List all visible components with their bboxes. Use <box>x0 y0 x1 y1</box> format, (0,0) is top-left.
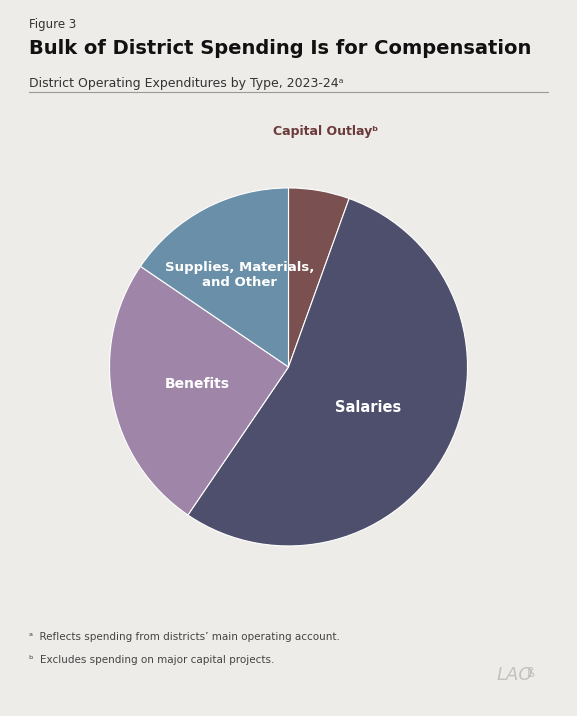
Text: Figure 3: Figure 3 <box>29 18 76 31</box>
Text: Salaries: Salaries <box>335 400 402 415</box>
Text: Benefits: Benefits <box>164 377 230 392</box>
Text: Bulk of District Spending Is for Compensation: Bulk of District Spending Is for Compens… <box>29 39 531 59</box>
Text: ᵃ  Reflects spending from districts’ main operating account.: ᵃ Reflects spending from districts’ main… <box>29 632 340 642</box>
Text: ß: ß <box>527 667 535 680</box>
Wedge shape <box>188 198 467 546</box>
Text: District Operating Expenditures by Type, 2023-24ᵃ: District Operating Expenditures by Type,… <box>29 77 343 90</box>
Text: Supplies, Materials,
and Other: Supplies, Materials, and Other <box>165 261 314 289</box>
Wedge shape <box>288 188 349 367</box>
Wedge shape <box>140 188 288 367</box>
Text: LAO: LAO <box>496 666 533 684</box>
Wedge shape <box>110 266 288 515</box>
Text: Capital Outlayᵇ: Capital Outlayᵇ <box>273 125 379 137</box>
Text: ᵇ  Excludes spending on major capital projects.: ᵇ Excludes spending on major capital pro… <box>29 655 274 665</box>
